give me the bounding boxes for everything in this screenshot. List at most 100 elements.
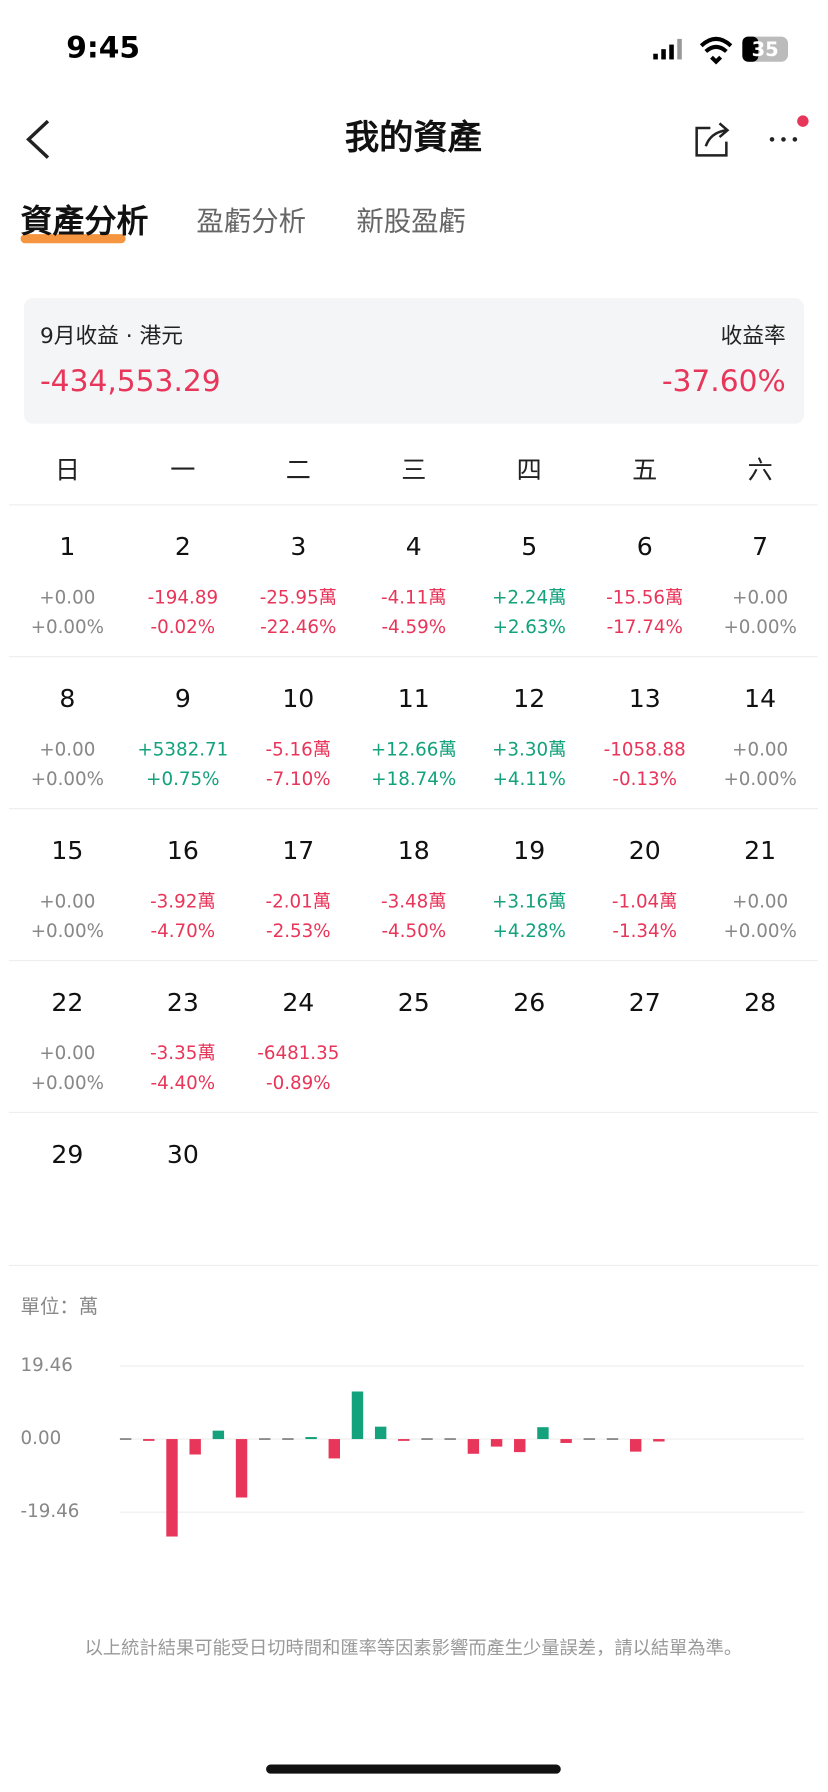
day-number: 9: [175, 684, 191, 713]
day-number: 18: [398, 836, 430, 865]
day-pct: +0.00%: [31, 921, 104, 942]
day-number: 14: [744, 684, 776, 713]
day-amount: -25.95萬: [260, 587, 337, 608]
day-pct: +0.00%: [723, 617, 796, 638]
day-pct: -22.46%: [260, 617, 336, 638]
y-tick-label: 19.46: [21, 1355, 73, 1376]
bar: [653, 1439, 665, 1442]
day-amount: -5.16萬: [266, 739, 332, 760]
day-pct: +0.00%: [31, 1073, 104, 1094]
day-amount: -6481.35: [257, 1043, 339, 1064]
tab-underline: [20, 234, 126, 244]
day-number: 21: [744, 836, 776, 865]
page-title: 我的資產: [345, 118, 482, 158]
bar: [583, 1438, 596, 1440]
bar: [259, 1438, 271, 1440]
day-pct: -4.40%: [151, 1073, 216, 1094]
day-pct: -7.10%: [266, 769, 331, 790]
weekday: 六: [748, 456, 773, 485]
bar: [282, 1438, 294, 1440]
day-amount: +12.66萬: [371, 739, 457, 760]
battery-level: [742, 36, 759, 62]
day-pct: +0.00%: [723, 769, 796, 790]
day-amount: -1058.88: [604, 739, 686, 760]
day-amount: +3.16萬: [492, 891, 566, 912]
home-indicator: [266, 1764, 561, 1774]
day-number: 17: [282, 836, 314, 865]
day-number: 13: [629, 684, 661, 713]
day-number: 25: [398, 988, 430, 1017]
day-pct: -4.70%: [151, 921, 216, 942]
day-amount: -4.11萬: [381, 587, 447, 608]
day-pct: +4.11%: [493, 769, 566, 790]
day-amount: -3.35萬: [150, 1043, 216, 1064]
bar: [328, 1439, 340, 1459]
day-pct: +0.00%: [723, 921, 796, 942]
day-number: 28: [744, 988, 776, 1017]
share-button[interactable]: [695, 122, 730, 157]
day-pct: -2.53%: [266, 921, 331, 942]
tab[interactable]: 盈虧分析: [196, 206, 306, 237]
day-pct: -4.50%: [381, 921, 446, 942]
bar: [606, 1438, 619, 1440]
day-amount: +3.30萬: [492, 739, 566, 760]
bar: [467, 1439, 480, 1454]
bar: [629, 1439, 642, 1452]
weekday: 三: [401, 456, 426, 485]
day-number: 23: [167, 988, 199, 1017]
tab[interactable]: 資產分析: [21, 202, 149, 240]
day-pct: +0.75%: [146, 769, 219, 790]
day-number: 2: [175, 532, 191, 561]
day-number: 29: [51, 1140, 83, 1169]
notification-dot: [797, 115, 809, 127]
bar: [189, 1439, 201, 1455]
chart: 19.46 0.00 -19.46: [21, 1355, 805, 1537]
bar: [398, 1439, 410, 1441]
day-number: 26: [513, 988, 545, 1017]
bar: [421, 1438, 433, 1440]
weekday: 二: [286, 456, 311, 485]
signal: [653, 38, 682, 60]
weekday: 一: [170, 456, 195, 485]
day-pct: +0.00%: [31, 617, 104, 638]
bar: [119, 1438, 132, 1440]
bar: [374, 1426, 387, 1440]
day-pct: -4.59%: [381, 617, 446, 638]
day-amount: -15.56萬: [606, 587, 683, 608]
day-number: 15: [51, 836, 83, 865]
unit-label: 單位：萬: [21, 1295, 99, 1318]
more-button[interactable]: [769, 137, 798, 142]
day-pct: +2.63%: [493, 617, 566, 638]
day-amount: +0.00: [39, 891, 95, 912]
day-number: 24: [282, 988, 314, 1017]
back-button[interactable]: [26, 119, 50, 159]
bar: [537, 1427, 549, 1440]
weekday: 五: [632, 456, 657, 485]
day-number: 4: [406, 532, 422, 561]
bar: [490, 1439, 503, 1447]
day-number: 22: [51, 988, 83, 1017]
rate-value: -37.60%: [662, 364, 786, 399]
day-amount: -3.92萬: [150, 891, 216, 912]
day-amount: -1.04萬: [612, 891, 678, 912]
y-tick-label: 0.00: [21, 1428, 62, 1449]
day-amount: +0.00: [732, 739, 788, 760]
tab[interactable]: 新股盈虧: [356, 206, 466, 237]
bar: [444, 1438, 456, 1440]
day-amount: +2.24萬: [492, 587, 566, 608]
calendar: 日 一 二 三 四 五 六 1 +0.00 +0.00% 2 -194.89 -0.02% 3 -25.95…: [9, 456, 818, 1169]
day-pct: +4.28%: [493, 921, 566, 942]
day-number: 27: [629, 988, 661, 1017]
day-number: 3: [290, 532, 306, 561]
day-pct: -17.74%: [607, 617, 683, 638]
day-amount: -2.01萬: [266, 891, 332, 912]
bar: [351, 1391, 364, 1440]
rate-label: 收益率: [721, 324, 786, 349]
day-amount: +0.00: [732, 891, 788, 912]
day-pct: -0.13%: [612, 769, 677, 790]
day-amount: +0.00: [39, 1043, 95, 1064]
day-pct: -0.02%: [151, 617, 216, 638]
bar: [514, 1439, 526, 1453]
